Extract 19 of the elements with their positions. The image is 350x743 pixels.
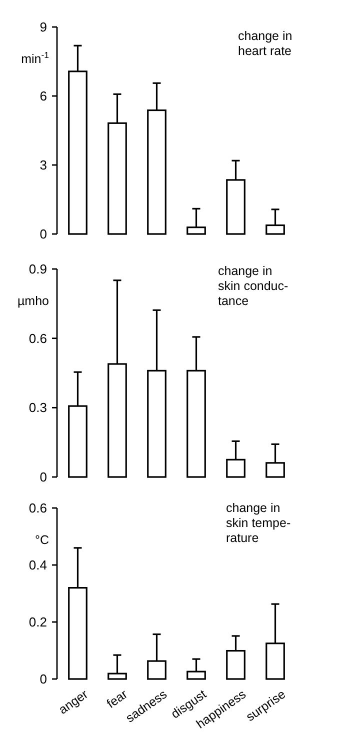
y-tick-label: 3 (40, 158, 47, 173)
y-tick-label: 0.4 (28, 558, 47, 573)
text: change in skin conduc- tance (218, 264, 288, 308)
y-tick-label: 0.6 (28, 330, 47, 346)
y-tick-label: 0.6 (28, 500, 47, 516)
y-tick-label: 0 (40, 470, 47, 485)
y-axis-title: µmho (17, 294, 50, 308)
y-tick-label: 0.3 (28, 400, 47, 416)
x-tick-label: fear (104, 687, 130, 711)
y-tick-label: 6 (40, 88, 47, 104)
y-axis-title: °C (34, 533, 49, 547)
text: change in skin tempe- rature (226, 501, 291, 545)
y-tick-label: 0.2 (28, 614, 47, 630)
text: change in heart rate (238, 29, 292, 58)
y-tick-label: 0 (40, 226, 47, 242)
y-axis-title: min$^{-1}$ (21, 50, 50, 66)
y-tick-label: 0 (40, 672, 47, 687)
y-tick-label: 0.9 (28, 262, 47, 277)
y-tick-label: 9 (40, 20, 47, 35)
